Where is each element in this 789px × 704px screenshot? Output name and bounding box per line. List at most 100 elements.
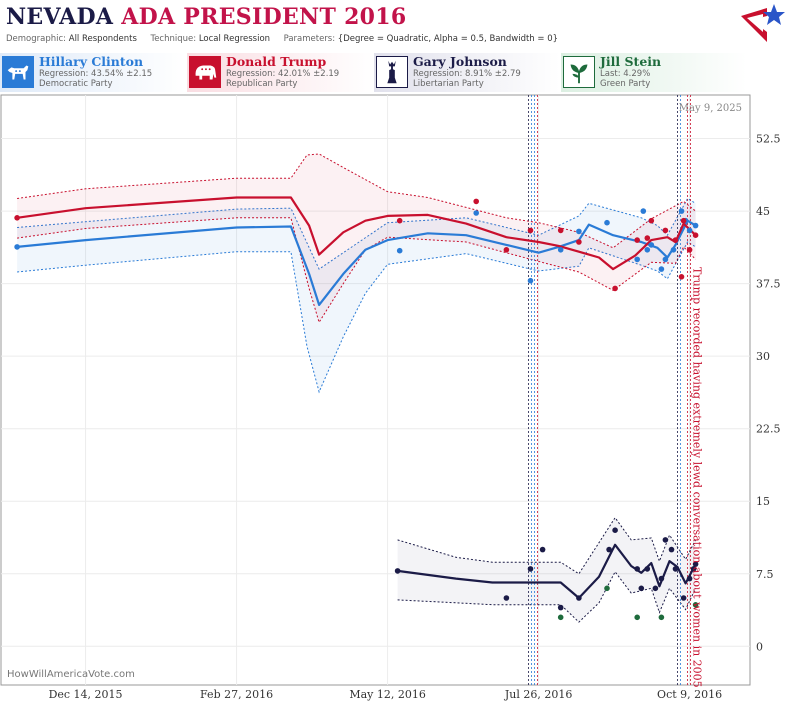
x-tick-label: Jul 26, 2016 xyxy=(504,688,573,701)
elephant-icon xyxy=(189,56,221,88)
hillary-clinton-poll-point xyxy=(640,208,647,214)
gary-johnson-poll-point xyxy=(394,568,401,574)
y-tick-label: 37.5 xyxy=(756,278,781,291)
hillary-clinton-poll-point xyxy=(648,242,655,248)
gary-johnson-poll-point xyxy=(612,527,618,533)
candidate-name: Gary Johnson xyxy=(413,54,507,69)
x-tick-label: Feb 27, 2016 xyxy=(200,688,273,701)
gary-johnson-poll-point xyxy=(638,585,645,592)
gary-johnson-upper-bound xyxy=(397,516,697,575)
gary-johnson-band xyxy=(397,517,696,623)
donald-trump-poll-point xyxy=(678,274,685,280)
donald-trump-upper-bound xyxy=(17,153,696,249)
gary-johnson-poll-point xyxy=(672,566,679,572)
candidate-party: Libertarian Party xyxy=(413,79,484,89)
donald-trump-poll-point xyxy=(576,239,582,245)
hillary-clinton-regression-line xyxy=(16,219,697,306)
donald-trump-poll-point xyxy=(672,237,679,243)
site-logo-icon xyxy=(741,4,785,42)
jill-stein-poll-point xyxy=(658,614,665,621)
x-axis: Dec 14, 2015 Feb 27, 2016 May 12, 2016 Jul … xyxy=(49,688,723,701)
candidate-card-clinton[interactable]: Hillary Clinton Regression: 43.54% ±2.15… xyxy=(0,53,186,92)
parameters-label: Parameters: xyxy=(283,34,336,44)
gary-johnson-poll-point xyxy=(668,546,675,553)
hillary-clinton-poll-point xyxy=(576,228,582,235)
candidate-stat: Last: 4.29% xyxy=(600,69,651,79)
donald-trump-poll-point xyxy=(634,237,640,243)
hillary-clinton-poll-point xyxy=(14,244,20,250)
hillary-clinton-poll-point xyxy=(686,227,693,234)
candidate-party: Democratic Party xyxy=(39,79,113,89)
donald-trump-poll-point xyxy=(644,235,651,241)
donald-trump-poll-point xyxy=(648,217,655,224)
event-annotation: Trump recorded having extremely lewd con… xyxy=(691,267,704,688)
hillary-clinton-poll-point xyxy=(527,277,534,284)
demographic-value: All Respondents xyxy=(68,34,137,44)
confidence-bands xyxy=(17,153,697,623)
hillary-clinton-poll-point xyxy=(644,247,651,253)
candidate-stat: Regression: 42.01% ±2.19 xyxy=(226,69,340,79)
parameters-line: Demographic: All Respondents Technique: … xyxy=(6,34,558,44)
donald-trump-poll-point xyxy=(396,217,403,224)
hillary-clinton-poll-point xyxy=(473,210,480,216)
y-axis: 52.5 45 37.5 30 22.5 15 7.5 0 xyxy=(756,133,781,654)
donald-trump-lower-bound xyxy=(17,217,696,324)
gary-johnson-poll-point xyxy=(503,595,510,601)
hillary-clinton-poll-point xyxy=(658,266,665,272)
gary-johnson-poll-point xyxy=(539,546,546,553)
candidate-party: Green Party xyxy=(600,79,651,89)
title-race: ADA PRESIDENT 2016 xyxy=(121,4,407,30)
hillary-clinton-lower-bound xyxy=(17,241,696,394)
donald-trump-poll-point xyxy=(662,227,669,234)
hillary-clinton-band xyxy=(17,198,696,392)
jill-stein-poll-point xyxy=(634,614,640,621)
hillary-clinton-poll-point xyxy=(662,256,669,263)
y-tick-label: 52.5 xyxy=(756,133,781,146)
hillary-clinton-poll-point xyxy=(604,219,610,226)
leaf-icon xyxy=(563,56,595,88)
donald-trump-poll-point xyxy=(527,227,534,234)
candidate-name: Hillary Clinton xyxy=(39,54,144,69)
candidate-stat: Regression: 8.91% ±2.79 xyxy=(413,69,521,79)
donald-trump-poll-point xyxy=(680,217,687,224)
candidate-name: Donald Trump xyxy=(226,54,327,69)
date-stamp: May 9, 2025 xyxy=(679,103,742,114)
y-tick-label: 22.5 xyxy=(756,423,781,436)
gary-johnson-poll-point xyxy=(576,595,582,601)
hillary-clinton-poll-point xyxy=(396,247,403,254)
title-state: NEVADA xyxy=(6,4,114,30)
y-tick-label: 45 xyxy=(756,205,770,218)
candidate-name: Jill Stein xyxy=(600,54,662,69)
donald-trump-poll-point xyxy=(14,215,20,221)
donald-trump-poll-point xyxy=(612,285,618,292)
candidate-party: Republican Party xyxy=(226,79,298,89)
hillary-clinton-poll-point xyxy=(670,247,677,253)
donald-trump-poll-point xyxy=(503,247,510,253)
donald-trump-band xyxy=(17,154,696,323)
donald-trump-regression-line xyxy=(16,196,697,271)
y-tick-label: 7.5 xyxy=(756,568,774,581)
chart-title: NEVADA ADA PRESIDENT 2016 xyxy=(6,4,407,30)
technique-label: Technique: xyxy=(150,34,197,44)
jill-stein-poll-point xyxy=(557,614,564,621)
hillary-clinton-poll-point xyxy=(634,256,640,263)
statue-of-liberty-icon xyxy=(376,56,408,88)
candidate-card-stein[interactable]: Jill Stein Last: 4.29% Green Party xyxy=(561,53,747,92)
donald-trump-poll-point xyxy=(557,227,564,234)
poll-chart: 52.5 45 37.5 30 22.5 15 7.5 0 Dec 14, 2015 Feb 2… xyxy=(0,94,781,701)
candidate-card-trump[interactable]: Donald Trump Regression: 42.01% ±2.19 Re… xyxy=(187,53,373,92)
gary-johnson-poll-point xyxy=(692,561,699,567)
technique-value: Local Regression xyxy=(198,34,271,44)
gary-johnson-poll-point xyxy=(686,575,693,582)
y-tick-label: 15 xyxy=(756,495,770,508)
jill-stein-poll-point xyxy=(692,602,699,608)
gary-johnson-poll-point xyxy=(644,566,651,572)
donald-trump-poll-point xyxy=(686,247,693,253)
donald-trump-poll-point xyxy=(473,198,480,205)
candidate-stat: Regression: 43.54% ±2.15 xyxy=(39,69,153,79)
poll-points xyxy=(14,198,699,621)
plot-frame xyxy=(0,94,751,686)
hillary-clinton-poll-point xyxy=(692,222,699,229)
gary-johnson-regression-line xyxy=(397,543,697,600)
candidate-card-johnson[interactable]: Gary Johnson Regression: 8.91% ±2.79 Lib… xyxy=(374,53,560,92)
